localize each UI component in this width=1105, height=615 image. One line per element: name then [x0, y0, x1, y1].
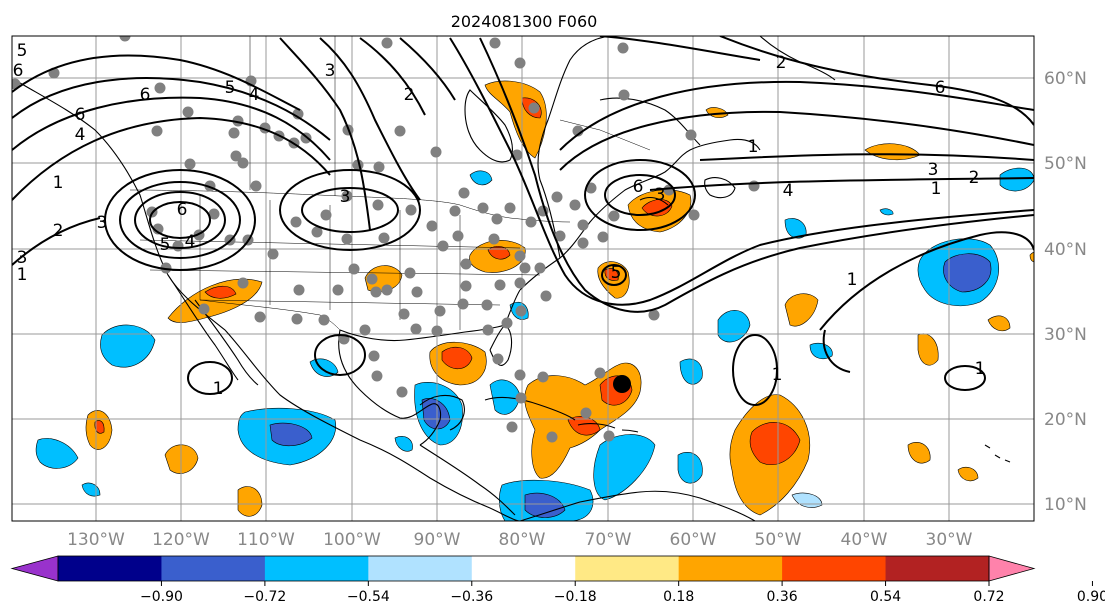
lat-label: 50°N — [1044, 154, 1087, 174]
contour-label: 6 — [140, 85, 151, 105]
contour-label: 4 — [783, 181, 794, 201]
lat-label: 60°N — [1044, 69, 1087, 89]
colorbar-frame — [57, 555, 990, 582]
contour-label: 5 — [17, 41, 28, 61]
colorbar-segment — [575, 556, 680, 581]
contour-label: 2 — [404, 85, 415, 105]
contour-label: 2 — [53, 221, 64, 241]
lat-label: 10°N — [1044, 495, 1087, 515]
lat-label: 40°N — [1044, 240, 1087, 260]
contour-label: 3 — [17, 248, 28, 268]
colorbar-tick-label: −0.36 — [450, 589, 493, 605]
contour-label: 1 — [931, 179, 942, 199]
lon-label: 110°W — [237, 530, 295, 550]
lon-label: 130°W — [67, 530, 125, 550]
contour-label: 5 — [160, 235, 171, 255]
colorbar-tick-label: 0.18 — [663, 589, 694, 605]
colorbar-segment — [161, 556, 266, 581]
contour-label: 4 — [185, 232, 196, 252]
contour-label: 6 — [935, 78, 946, 98]
borders — [129, 36, 651, 331]
colorbar-segment — [368, 556, 473, 581]
colorbar-tick-labels: −0.90 −0.72 −0.54 −0.36 −0.18 0.18 0.36 0.54 0.7… — [140, 589, 1105, 605]
lat-label: 20°N — [1044, 410, 1087, 430]
lon-axis-labels: 130°W 120°W 110°W 100°W 90°W 80°W 70°W 6… — [67, 530, 973, 550]
lon-label: 50°W — [755, 530, 802, 550]
contour-label: 6 — [177, 200, 188, 220]
colorbar-tick-label: −0.90 — [140, 589, 183, 605]
colorbar-tick-label: 0.90 — [1077, 589, 1105, 605]
contour-label: 3 — [928, 160, 939, 180]
map-title: 2024081300 F060 — [451, 12, 598, 31]
colorbar — [10, 555, 1093, 586]
colorbar-segment — [264, 556, 369, 581]
contour-label: 3 — [340, 187, 351, 207]
contour-label: 1 — [975, 359, 986, 379]
colorbar-tick-label: −0.72 — [243, 589, 286, 605]
lon-label: 90°W — [414, 530, 461, 550]
black-dot-icon — [613, 375, 631, 393]
lat-label: 30°N — [1044, 325, 1087, 345]
colorbar-segment — [58, 556, 162, 581]
contour-label: 1 — [213, 379, 224, 399]
contour-label: 1 — [748, 137, 759, 157]
colorbar-segment — [678, 556, 783, 581]
map-frame — [11, 35, 1035, 522]
colorbar-tick-label: −0.54 — [347, 589, 390, 605]
contour-label: 6 — [75, 105, 86, 125]
contour-label: 2 — [776, 53, 787, 73]
lon-label: 40°W — [841, 530, 888, 550]
colorbar-segment — [885, 556, 990, 581]
colorbar-segment — [782, 556, 887, 581]
contour-label: 1 — [53, 173, 64, 193]
contour-label: 3 — [655, 185, 666, 205]
lon-label: 80°W — [499, 530, 546, 550]
map-area: 5 6 6 5 4 3 6 4 1 2 3 6 5 4 3 2 3 1 6 3 … — [12, 36, 1034, 521]
colorbar-min-extension — [10, 555, 59, 582]
colorbar-tick-label: 0.36 — [767, 589, 798, 605]
contour-label: 3 — [325, 61, 336, 81]
lon-label: 70°W — [585, 530, 632, 550]
contour-label: 6 — [633, 177, 644, 197]
colorbar-tick-label: 0.54 — [870, 589, 901, 605]
colorbar-tick-label: −0.18 — [554, 589, 597, 605]
contour-label: 5 — [225, 78, 236, 98]
contour-label: 4 — [249, 85, 260, 105]
contour-label: 5 — [611, 263, 622, 283]
colorbar-segment — [471, 556, 576, 581]
contour-label: 6 — [13, 61, 24, 81]
lon-label: 60°W — [670, 530, 717, 550]
contour-label: 1 — [17, 265, 28, 285]
contour-label: 3 — [97, 213, 108, 233]
colorbar-tick-label: 0.72 — [973, 589, 1004, 605]
contour-labels: 5 6 6 5 4 3 6 4 1 2 3 6 5 4 3 2 3 1 6 3 … — [13, 41, 986, 399]
contour-label: 1 — [772, 365, 783, 385]
lon-label: 100°W — [323, 530, 381, 550]
lon-label: 30°W — [926, 530, 973, 550]
contour-lines — [12, 36, 1034, 406]
lon-label: 120°W — [152, 530, 210, 550]
station-markers — [12, 36, 760, 443]
lat-axis-labels: 60°N 50°N 40°N 30°N 20°N 10°N — [1044, 69, 1087, 515]
contour-label: 2 — [969, 168, 980, 188]
contour-label: 4 — [75, 125, 86, 145]
colorbar-max-extension — [988, 555, 1036, 582]
contour-label: 1 — [847, 270, 858, 290]
